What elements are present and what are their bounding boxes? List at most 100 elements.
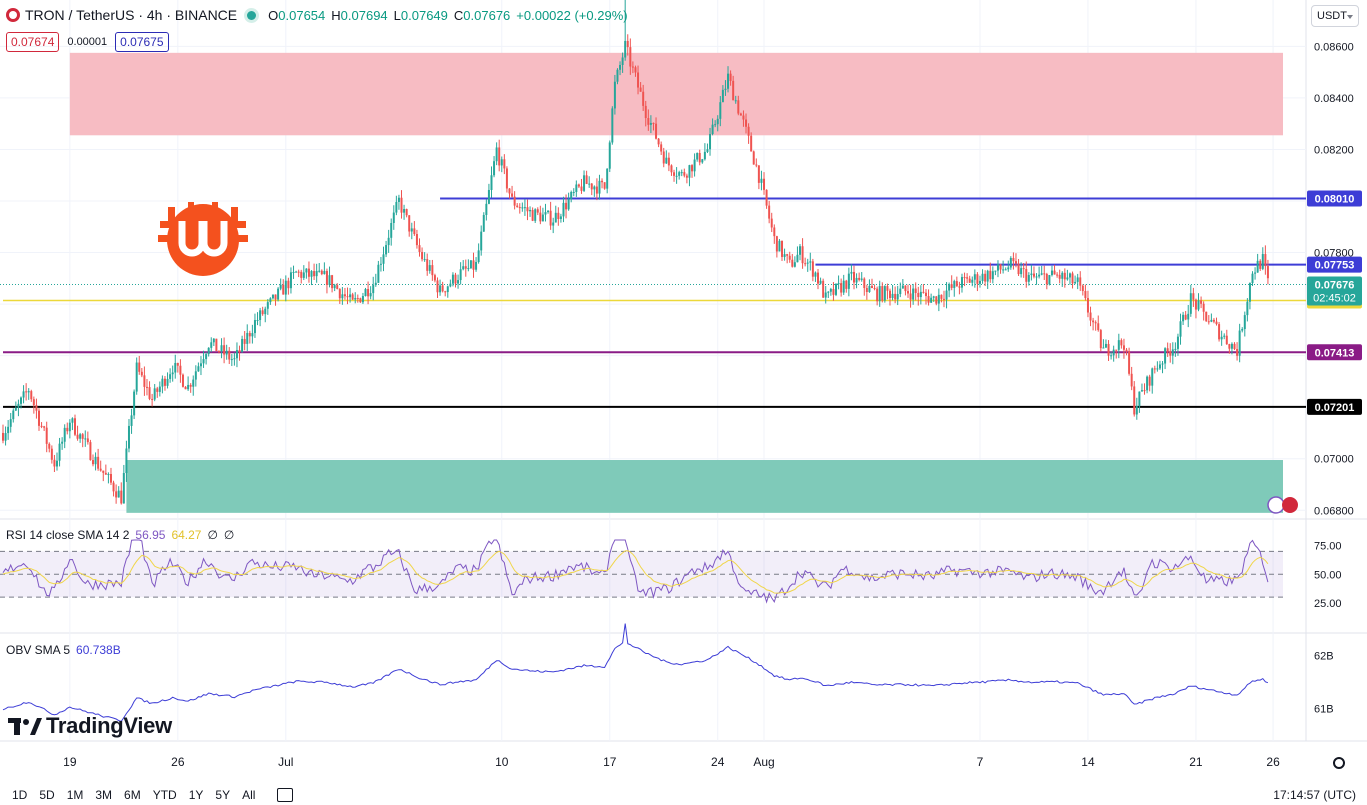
candle [377, 260, 380, 284]
tradingview-logo[interactable]: TradingView [8, 713, 172, 739]
candle-body [336, 285, 339, 289]
candle [1254, 267, 1257, 280]
candle [1243, 311, 1246, 337]
candle-body [238, 350, 241, 353]
candle [958, 281, 961, 295]
time-axis[interactable]: 19 26 Jul 10 17 24 Aug 7 14 21 26 [63, 755, 1280, 769]
candle [184, 386, 187, 390]
candle [1230, 342, 1233, 355]
candle-body [253, 320, 256, 334]
candle [778, 239, 781, 252]
candle [701, 158, 704, 164]
candle-body [806, 262, 809, 264]
candle [829, 287, 832, 296]
candle [737, 95, 740, 116]
high-value: 0.07694 [340, 7, 388, 23]
candle [323, 262, 326, 275]
candle-body [750, 135, 753, 152]
rsi-na-1: ∅ [207, 528, 218, 542]
candle-body [241, 338, 244, 353]
candle [336, 283, 339, 290]
utc-clock[interactable]: 17:14:57 (UTC) [1273, 788, 1356, 802]
candle [649, 115, 652, 134]
range-ytd[interactable]: YTD [152, 787, 177, 802]
rsi-legend[interactable]: RSI 14 close SMA 14 2 56.95 64.27 ∅ ∅ [6, 528, 234, 542]
candle [886, 283, 889, 300]
candle [89, 439, 92, 461]
candle-body [1038, 274, 1041, 277]
currency-selector[interactable]: USDT [1311, 5, 1359, 27]
candle [187, 376, 190, 391]
lightning-icon[interactable] [1267, 496, 1285, 514]
candle [981, 269, 984, 284]
candle [557, 207, 560, 226]
range-5y[interactable]: 5Y [215, 787, 231, 802]
candle [1104, 339, 1107, 349]
candle-body [53, 459, 56, 467]
candle-body [1151, 368, 1154, 386]
candle-body [1223, 335, 1226, 337]
range-1y[interactable]: 1Y [188, 787, 204, 802]
candle-body [631, 66, 634, 68]
candle-body [814, 272, 817, 277]
candle-body [1158, 364, 1161, 369]
candle-body [1053, 270, 1056, 275]
range-5d[interactable]: 5D [39, 787, 55, 802]
range-1d[interactable]: 1D [12, 787, 28, 802]
candle [637, 65, 640, 95]
candle [153, 384, 156, 402]
candle [724, 80, 727, 96]
candle [673, 169, 676, 182]
candle [657, 137, 660, 148]
candle [472, 252, 475, 278]
candle [858, 272, 861, 282]
candle-body [711, 124, 714, 134]
candle-body [724, 88, 727, 90]
candle-body [338, 288, 341, 299]
range-3m[interactable]: 3M [95, 787, 113, 802]
settings-icon[interactable] [1333, 757, 1345, 769]
candle-body [1004, 269, 1007, 271]
price-axis[interactable]: 0.068000.070000.072000.074000.076000.078… [1307, 41, 1362, 517]
bid-price[interactable]: 0.07674 [6, 32, 60, 52]
candle [585, 170, 588, 185]
candle-body [32, 399, 35, 406]
range-all[interactable]: All [242, 787, 256, 802]
candle-body [457, 280, 460, 284]
price-tick-label: 0.07000 [1314, 454, 1354, 466]
candle [953, 279, 956, 297]
obv-legend[interactable]: OBV SMA 5 60.738B [6, 643, 121, 657]
ask-price[interactable]: 0.07675 [115, 32, 169, 52]
calendar-icon[interactable] [277, 787, 294, 802]
candle-body [441, 285, 444, 292]
flag-icon[interactable] [1282, 497, 1298, 513]
rsi-panel[interactable]: 75.00 50.00 25.00 [0, 539, 1342, 610]
candle-body [896, 294, 899, 300]
candle [53, 454, 56, 473]
symbol-title[interactable]: TRON / TetherUS · 4h · BINANCE [25, 7, 238, 23]
candle [441, 281, 444, 293]
candle-body [716, 118, 719, 125]
candle-body [1212, 319, 1215, 322]
obv-panel[interactable]: 62B 61B [2, 623, 1334, 722]
candle [1063, 268, 1066, 288]
candle [593, 185, 596, 197]
trading-chart[interactable]: 0.068000.070000.072000.074000.076000.078… [0, 0, 1367, 784]
tron-logo-icon [6, 8, 20, 22]
candle-body [860, 278, 863, 280]
candle [1092, 317, 1095, 331]
rsi-title: RSI 14 close SMA 14 2 [6, 528, 130, 542]
candle [395, 195, 398, 216]
candle-body [1089, 312, 1092, 321]
range-1m[interactable]: 1M [66, 787, 84, 802]
candle [140, 367, 143, 378]
candle [832, 282, 835, 301]
candle [482, 212, 485, 232]
candle [876, 286, 879, 306]
candle [804, 257, 807, 267]
range-6m[interactable]: 6M [124, 787, 141, 802]
candle-body [235, 350, 238, 359]
candle [230, 353, 233, 367]
candle [989, 262, 992, 283]
candle [349, 287, 352, 303]
